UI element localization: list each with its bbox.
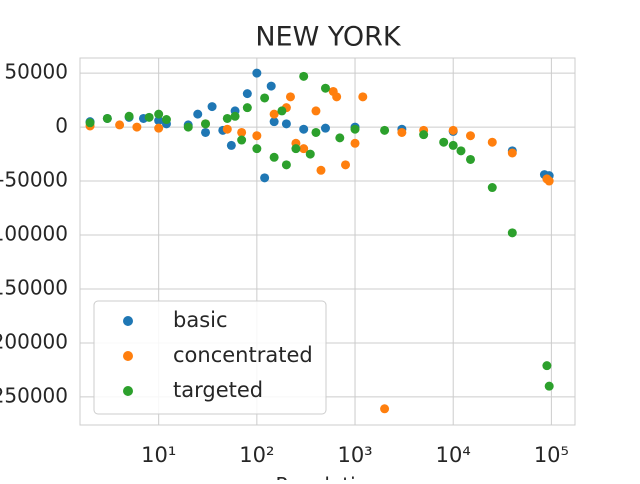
point bbox=[335, 133, 345, 143]
legend-marker bbox=[123, 316, 133, 326]
point bbox=[320, 123, 330, 133]
y-tick-label: -250000 bbox=[0, 383, 68, 407]
x-tick-label: 10¹ bbox=[141, 443, 176, 467]
point bbox=[281, 119, 291, 129]
legend-marker bbox=[123, 351, 133, 361]
point bbox=[242, 89, 252, 99]
point bbox=[85, 118, 95, 128]
point bbox=[291, 144, 301, 154]
point bbox=[237, 127, 247, 137]
point bbox=[465, 131, 475, 141]
point bbox=[154, 109, 164, 119]
chart-title: NEW YORK bbox=[255, 22, 402, 53]
point bbox=[285, 92, 295, 102]
y-tick-label: -100000 bbox=[0, 222, 68, 246]
x-axis-label: Population bbox=[275, 473, 380, 480]
point bbox=[154, 123, 164, 133]
y-tick-label: -200000 bbox=[0, 329, 68, 353]
point bbox=[237, 135, 247, 145]
point bbox=[299, 71, 309, 81]
legend-box bbox=[93, 300, 327, 415]
point bbox=[154, 116, 164, 126]
point bbox=[448, 125, 458, 135]
point bbox=[397, 127, 407, 137]
point bbox=[341, 160, 351, 170]
point bbox=[144, 112, 154, 122]
point bbox=[281, 160, 291, 170]
point bbox=[380, 125, 390, 135]
y-tick-label: -50000 bbox=[0, 168, 68, 192]
point bbox=[201, 119, 211, 129]
y-tick-label: 0 bbox=[55, 114, 68, 138]
point bbox=[201, 127, 211, 137]
point bbox=[358, 92, 368, 102]
point bbox=[252, 68, 262, 78]
point bbox=[260, 173, 270, 183]
point bbox=[230, 111, 240, 121]
point bbox=[242, 103, 252, 113]
point bbox=[439, 137, 449, 147]
y-tick-label: 50000 bbox=[4, 60, 68, 84]
point bbox=[161, 115, 171, 125]
x-tick-label: 10³ bbox=[337, 443, 372, 467]
point bbox=[115, 120, 125, 130]
point bbox=[102, 113, 112, 123]
legend-label: basic bbox=[173, 308, 228, 332]
point bbox=[350, 138, 360, 148]
point bbox=[316, 165, 326, 175]
point bbox=[465, 154, 475, 164]
point bbox=[269, 117, 279, 127]
point bbox=[419, 130, 429, 140]
point bbox=[507, 148, 517, 158]
x-tick-label: 10⁴ bbox=[436, 443, 471, 467]
point bbox=[320, 83, 330, 93]
point bbox=[542, 361, 552, 371]
point bbox=[207, 102, 217, 112]
x-tick-label: 10² bbox=[239, 443, 274, 467]
point bbox=[350, 124, 360, 134]
legend: basic concentrated targeted bbox=[93, 300, 327, 415]
point bbox=[183, 122, 193, 132]
point bbox=[305, 149, 315, 159]
point bbox=[252, 131, 262, 141]
point bbox=[226, 140, 236, 150]
point bbox=[132, 122, 142, 132]
point bbox=[222, 113, 232, 123]
point bbox=[332, 92, 342, 102]
point bbox=[269, 152, 279, 162]
point bbox=[311, 127, 321, 137]
point bbox=[222, 124, 232, 134]
point bbox=[193, 109, 203, 119]
point bbox=[311, 106, 321, 116]
point bbox=[507, 228, 517, 238]
point bbox=[124, 111, 134, 121]
plot-frame bbox=[79, 57, 576, 426]
point bbox=[448, 140, 458, 150]
point bbox=[487, 183, 497, 193]
point bbox=[277, 106, 287, 116]
point bbox=[252, 144, 262, 154]
point bbox=[487, 137, 497, 147]
legend-marker bbox=[123, 386, 133, 396]
x-tick-label: 10⁵ bbox=[534, 443, 569, 467]
point bbox=[544, 176, 554, 186]
point bbox=[266, 81, 276, 91]
point bbox=[269, 109, 279, 119]
point bbox=[299, 124, 309, 134]
point bbox=[380, 404, 390, 414]
legend-label: concentrated bbox=[173, 343, 313, 367]
y-tick-label: -150000 bbox=[0, 275, 68, 299]
point bbox=[260, 93, 270, 103]
legend-label: targeted bbox=[173, 378, 263, 402]
point bbox=[299, 144, 309, 154]
point bbox=[544, 381, 554, 391]
point bbox=[456, 146, 466, 156]
